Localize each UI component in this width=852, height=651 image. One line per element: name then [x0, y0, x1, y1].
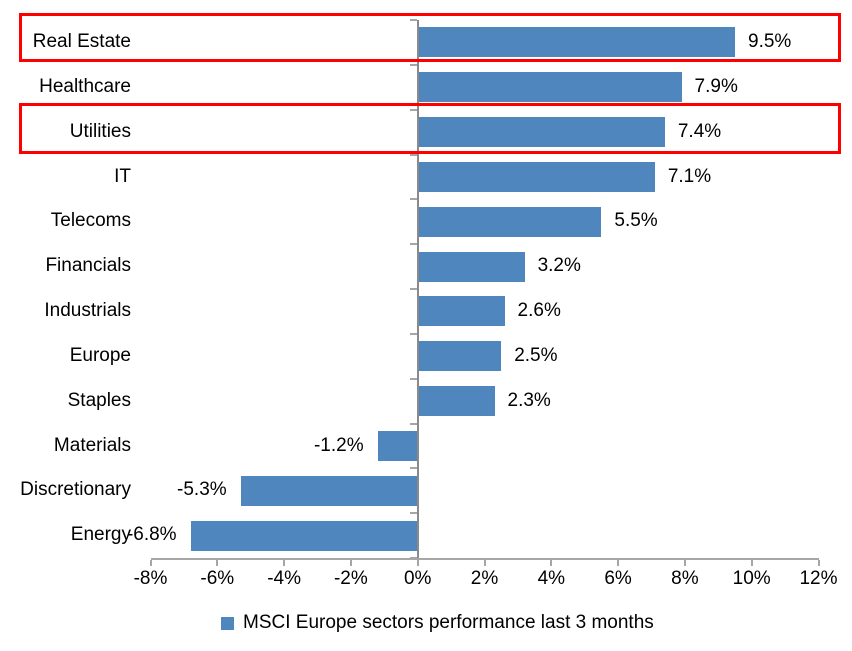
category-axis-tick: [409, 377, 417, 380]
category-axis-tick: [409, 243, 417, 246]
category-axis-tick: [409, 153, 417, 156]
category-label: Staples: [67, 389, 131, 411]
category-label: Industrials: [44, 300, 131, 321]
category-axis-tick: [409, 512, 417, 515]
category-axis-tick: [409, 467, 417, 470]
bar: [417, 251, 525, 282]
value-label: 2.5%: [514, 344, 558, 366]
bar: [417, 386, 495, 417]
bar: [417, 296, 505, 327]
category-axis-tick: [409, 19, 417, 21]
category-axis-line: [416, 20, 419, 558]
bar: [417, 206, 602, 237]
value-axis-tick: [483, 560, 486, 566]
value-axis-tick: [683, 560, 686, 566]
category-label: Utilities: [69, 120, 131, 142]
category-axis-tick: [409, 332, 417, 335]
category-label: IT: [114, 165, 131, 187]
bar: [377, 430, 418, 461]
value-label: 2.6%: [517, 300, 561, 321]
category-axis-tick: [409, 198, 417, 201]
value-axis-tick: [149, 560, 152, 566]
bar: [190, 520, 418, 551]
value-axis-tick: [617, 560, 620, 566]
value-label: 7.9%: [694, 75, 738, 97]
axis-tick-label: -2%: [333, 568, 368, 589]
category-label: Discretionary: [20, 479, 131, 501]
value-axis-tick: [283, 560, 286, 566]
value-label: 2.3%: [507, 389, 551, 411]
value-axis-tick: [817, 560, 820, 566]
category-label: Real Estate: [32, 31, 131, 52]
bar: [417, 72, 682, 103]
category-label: Energy: [70, 524, 131, 546]
axis-tick-label: -6%: [200, 568, 235, 589]
value-axis-line: [150, 558, 819, 560]
value-label: 5.5%: [614, 210, 658, 232]
category-label: Telecoms: [50, 210, 131, 232]
axis-tick-label: -4%: [267, 568, 301, 589]
category-label: Materials: [53, 434, 131, 456]
category-axis-tick: [409, 63, 417, 66]
value-axis-tick: [216, 560, 219, 566]
bar: [240, 475, 418, 506]
value-label: 9.5%: [748, 31, 792, 52]
legend: MSCI Europe sectors performance last 3 m…: [221, 611, 654, 635]
bar: [417, 117, 665, 148]
category-axis-tick: [409, 288, 417, 290]
category-label: Financials: [45, 255, 131, 277]
bar: [417, 27, 735, 58]
axis-tick-label: -8%: [133, 568, 168, 589]
axis-tick-label: 12%: [799, 568, 838, 589]
legend-marker-icon: [221, 616, 234, 630]
value-label: -6.8%: [126, 524, 177, 546]
category-label: Europe: [69, 344, 131, 366]
legend-label: MSCI Europe sectors performance last 3 m…: [243, 612, 654, 633]
value-axis-tick: [550, 560, 553, 566]
value-label: -5.3%: [177, 479, 227, 501]
axis-tick-label: 6%: [604, 568, 632, 589]
axis-tick-label: 4%: [537, 568, 566, 589]
highlight-box-utilities: [19, 103, 841, 154]
bar: [417, 341, 502, 372]
category-axis-tick: [409, 108, 417, 111]
axis-tick-label: 8%: [671, 568, 699, 589]
value-label: 7.4%: [677, 120, 722, 142]
value-axis-tick: [349, 560, 352, 566]
value-axis-tick: [416, 560, 419, 566]
value-label: -1.2%: [313, 434, 364, 456]
category-axis-tick: [409, 422, 417, 425]
category-label: Healthcare: [39, 75, 131, 97]
axis-tick-label: 0%: [403, 568, 432, 589]
highlight-box-real-estate: [19, 13, 841, 62]
value-label: 7.1%: [667, 165, 712, 187]
value-label: 3.2%: [537, 255, 581, 277]
value-axis-tick: [750, 560, 753, 566]
axis-tick-label: 10%: [732, 568, 771, 589]
bar: [417, 161, 655, 192]
axis-tick-label: 2%: [470, 568, 499, 589]
